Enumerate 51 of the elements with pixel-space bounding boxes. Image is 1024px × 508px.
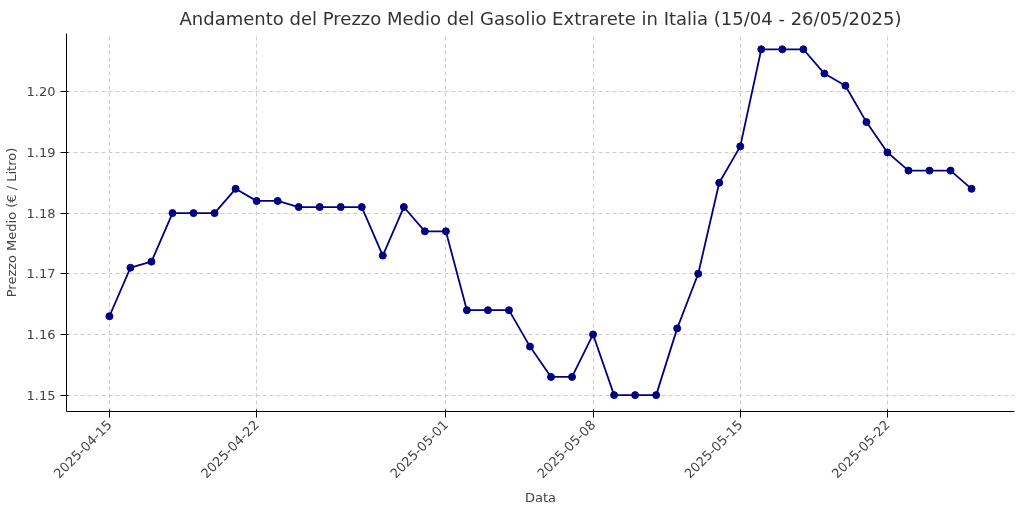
- point: [210, 209, 219, 218]
- point: [925, 166, 934, 175]
- point: [483, 306, 492, 315]
- point: [357, 203, 366, 212]
- chart-title: Andamento del Prezzo Medio del Gasolio Extrarete in Italia (15/04 - 26/05/2025): [179, 7, 902, 29]
- point: [315, 203, 324, 212]
- point: [736, 142, 745, 151]
- y-tick-label: 1.16: [26, 326, 56, 342]
- point: [967, 184, 976, 193]
- point: [883, 148, 892, 157]
- point: [168, 209, 177, 218]
- point: [904, 166, 913, 175]
- point: [547, 372, 556, 381]
- point: [673, 324, 682, 333]
- point: [252, 196, 261, 205]
- point: [336, 203, 345, 212]
- point: [147, 257, 156, 266]
- point: [378, 251, 387, 260]
- x-axis-title: Data: [524, 490, 557, 506]
- point: [841, 81, 850, 90]
- point: [126, 263, 135, 272]
- point: [504, 306, 513, 315]
- point: [294, 203, 303, 212]
- point: [105, 312, 114, 321]
- y-tick-label: 1.19: [26, 144, 56, 160]
- point: [820, 69, 829, 78]
- point: [589, 330, 598, 339]
- point: [231, 184, 240, 193]
- point: [189, 209, 198, 218]
- point: [420, 227, 429, 236]
- y-tick-label: 1.18: [26, 205, 56, 221]
- point: [778, 45, 787, 54]
- point: [862, 118, 871, 127]
- point: [631, 391, 640, 400]
- point: [462, 306, 471, 315]
- y-tick-label: 1.17: [26, 266, 56, 282]
- point: [757, 45, 766, 54]
- point: [525, 342, 534, 351]
- point: [694, 269, 703, 278]
- point: [273, 196, 282, 205]
- point: [799, 45, 808, 54]
- point: [441, 227, 450, 236]
- point: [568, 372, 577, 381]
- point: [399, 203, 408, 212]
- point: [652, 391, 661, 400]
- point: [715, 178, 724, 187]
- point: [610, 391, 619, 400]
- point: [946, 166, 955, 175]
- y-axis-title: Prezzo Medio (€ / Litro): [3, 147, 19, 298]
- y-tick-label: 1.15: [26, 387, 56, 403]
- y-tick-label: 1.20: [26, 84, 56, 100]
